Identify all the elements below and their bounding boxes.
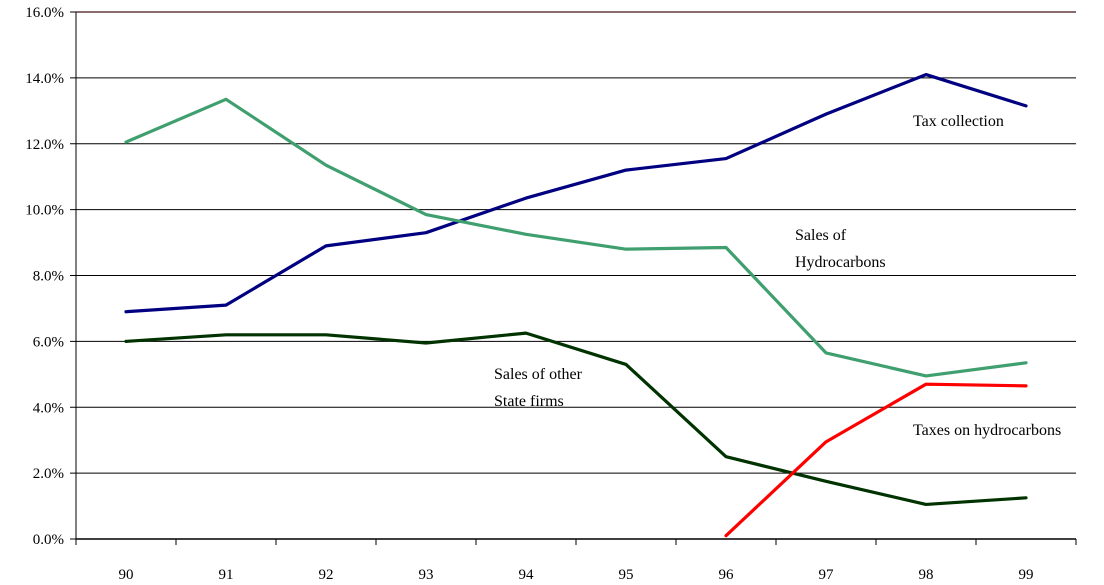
y-tick-label: 0.0% [33, 532, 64, 548]
y-tick-label: 14.0% [25, 71, 64, 87]
series-annotation-label: Sales of other [494, 366, 583, 383]
x-tick-label: 95 [619, 567, 634, 583]
x-tick-label: 96 [719, 567, 735, 583]
x-tick-label: 93 [419, 567, 434, 583]
x-tick-label: 98 [919, 567, 934, 583]
x-tick-label: 90 [119, 567, 134, 583]
gridlines [76, 11, 1076, 540]
series-annotations: Tax collection Sales of Hydrocarbons Sales … [494, 113, 1061, 439]
series-line-tax-collection [124, 72, 1028, 314]
y-tick-label: 12.0% [25, 137, 64, 153]
series-line-taxes-on-hydrocarbons [724, 382, 1028, 538]
series-annotation-label: Tax collection [913, 113, 1004, 130]
y-tick-label: 10.0% [25, 203, 64, 219]
series-annotation-label: Sales of [795, 227, 847, 244]
y-tick-label: 6.0% [33, 334, 64, 350]
y-tick-label: 8.0% [33, 269, 64, 285]
series-annotation-label: State firms [494, 393, 564, 410]
series-annotation-label: Taxes on hydrocarbons [913, 422, 1061, 439]
y-tick-label: 2.0% [33, 466, 64, 482]
x-tick-label: 97 [819, 567, 835, 583]
x-tick-label: 91 [219, 567, 234, 583]
y-tick-label: 16.0% [25, 5, 64, 21]
x-tick-label: 94 [519, 567, 535, 583]
series-annotation-label: Hydrocarbons [795, 254, 886, 271]
x-tick-label: 92 [319, 567, 334, 583]
axes: 0.0% 2.0% 4.0% 6.0% 8.0% 10.0% 12.0% 14.0% 16.0%… [25, 5, 1077, 583]
y-tick-label: 4.0% [33, 400, 64, 416]
series-line-sales-of-hydrocarbons [124, 97, 1028, 378]
series-line-sales-of-other-state-firms [124, 331, 1028, 507]
x-tick-label: 99 [1019, 567, 1034, 583]
series-lines [124, 72, 1028, 538]
